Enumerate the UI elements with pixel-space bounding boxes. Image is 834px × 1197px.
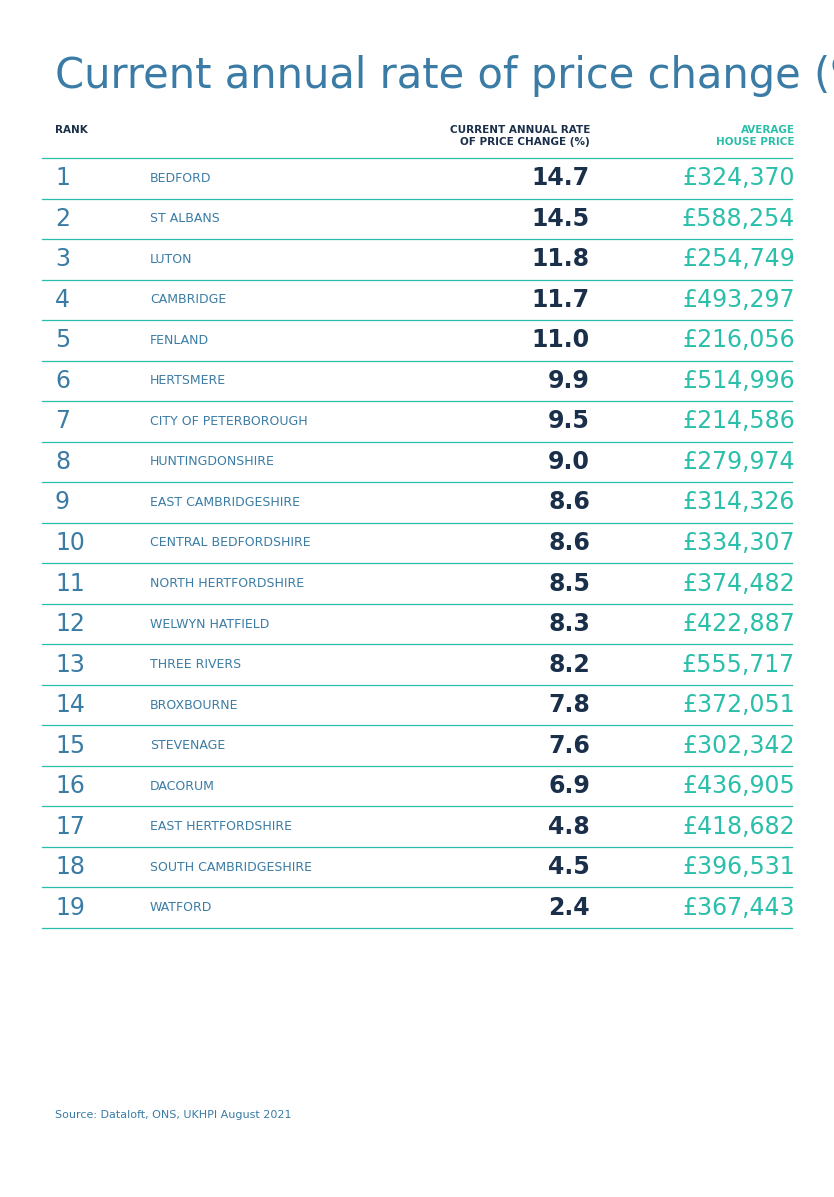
Text: 18: 18 [55, 855, 85, 880]
Text: £422,887: £422,887 [682, 612, 795, 636]
Text: 6: 6 [55, 369, 70, 393]
Text: 8.5: 8.5 [548, 571, 590, 596]
Text: THREE RIVERS: THREE RIVERS [150, 658, 241, 672]
Text: 16: 16 [55, 774, 85, 798]
Text: RANK: RANK [55, 124, 88, 135]
Text: £324,370: £324,370 [682, 166, 795, 190]
Text: WELWYN HATFIELD: WELWYN HATFIELD [150, 618, 269, 631]
Text: £418,682: £418,682 [682, 815, 795, 839]
Text: 4: 4 [55, 287, 70, 312]
Text: £314,326: £314,326 [682, 491, 795, 515]
Text: 1: 1 [55, 166, 70, 190]
Text: 7.6: 7.6 [548, 734, 590, 758]
Text: 14.7: 14.7 [532, 166, 590, 190]
Text: STEVENAGE: STEVENAGE [150, 739, 225, 752]
Text: Source: Dataloft, ONS, UKHPI August 2021: Source: Dataloft, ONS, UKHPI August 2021 [55, 1110, 292, 1120]
Text: BEDFORD: BEDFORD [150, 171, 212, 184]
Text: SOUTH CAMBRIDGESHIRE: SOUTH CAMBRIDGESHIRE [150, 861, 312, 874]
Text: 14.5: 14.5 [532, 207, 590, 231]
Text: 6.9: 6.9 [548, 774, 590, 798]
Text: 12: 12 [55, 612, 85, 636]
Text: 8.2: 8.2 [548, 652, 590, 676]
Text: 19: 19 [55, 895, 85, 919]
Text: 10: 10 [55, 531, 85, 555]
Text: CAMBRIDGE: CAMBRIDGE [150, 293, 226, 306]
Text: FENLAND: FENLAND [150, 334, 209, 347]
Text: 9.5: 9.5 [548, 409, 590, 433]
Text: NORTH HERTFORDSHIRE: NORTH HERTFORDSHIRE [150, 577, 304, 590]
Text: £334,307: £334,307 [682, 531, 795, 555]
Text: DACORUM: DACORUM [150, 779, 215, 792]
Text: £367,443: £367,443 [682, 895, 795, 919]
Text: £302,342: £302,342 [682, 734, 795, 758]
Text: HUNTINGDONSHIRE: HUNTINGDONSHIRE [150, 455, 275, 468]
Text: 9.0: 9.0 [548, 450, 590, 474]
Text: 4.8: 4.8 [548, 815, 590, 839]
Text: CITY OF PETERBOROUGH: CITY OF PETERBOROUGH [150, 415, 308, 427]
Text: £436,905: £436,905 [682, 774, 795, 798]
Text: £214,586: £214,586 [682, 409, 795, 433]
Text: LUTON: LUTON [150, 253, 193, 266]
Text: 5: 5 [55, 328, 70, 352]
Text: 8: 8 [55, 450, 70, 474]
Text: £514,996: £514,996 [682, 369, 795, 393]
Text: 2.4: 2.4 [549, 895, 590, 919]
Text: 11: 11 [55, 571, 85, 596]
Text: £216,056: £216,056 [682, 328, 795, 352]
Text: 4.5: 4.5 [548, 855, 590, 880]
Text: £588,254: £588,254 [681, 207, 795, 231]
Text: ST ALBANS: ST ALBANS [150, 212, 219, 225]
Text: 9.9: 9.9 [548, 369, 590, 393]
Text: 11.0: 11.0 [532, 328, 590, 352]
Text: 15: 15 [55, 734, 85, 758]
Text: £374,482: £374,482 [682, 571, 795, 596]
Text: £279,974: £279,974 [682, 450, 795, 474]
Text: CENTRAL BEDFORDSHIRE: CENTRAL BEDFORDSHIRE [150, 536, 310, 549]
Text: 7: 7 [55, 409, 70, 433]
Text: 8.3: 8.3 [548, 612, 590, 636]
Text: Current annual rate of price change (%): Current annual rate of price change (%) [55, 55, 834, 97]
Text: £254,749: £254,749 [682, 248, 795, 272]
Text: EAST HERTFORDSHIRE: EAST HERTFORDSHIRE [150, 820, 292, 833]
Text: £555,717: £555,717 [682, 652, 795, 676]
Text: 17: 17 [55, 815, 85, 839]
Text: 13: 13 [55, 652, 85, 676]
Text: 9: 9 [55, 491, 70, 515]
Text: 11.7: 11.7 [532, 287, 590, 312]
Text: WATFORD: WATFORD [150, 901, 213, 915]
Text: BROXBOURNE: BROXBOURNE [150, 699, 239, 711]
Text: 8.6: 8.6 [548, 531, 590, 555]
Text: £372,051: £372,051 [682, 693, 795, 717]
Text: 2: 2 [55, 207, 70, 231]
Text: 14: 14 [55, 693, 85, 717]
Text: 8.6: 8.6 [548, 491, 590, 515]
Text: CURRENT ANNUAL RATE
OF PRICE CHANGE (%): CURRENT ANNUAL RATE OF PRICE CHANGE (%) [450, 124, 590, 146]
Text: £396,531: £396,531 [682, 855, 795, 880]
Text: £493,297: £493,297 [682, 287, 795, 312]
Text: AVERAGE
HOUSE PRICE: AVERAGE HOUSE PRICE [716, 124, 795, 146]
Text: 11.8: 11.8 [532, 248, 590, 272]
Text: HERTSMERE: HERTSMERE [150, 375, 226, 388]
Text: 7.8: 7.8 [548, 693, 590, 717]
Text: 3: 3 [55, 248, 70, 272]
Text: EAST CAMBRIDGESHIRE: EAST CAMBRIDGESHIRE [150, 496, 300, 509]
